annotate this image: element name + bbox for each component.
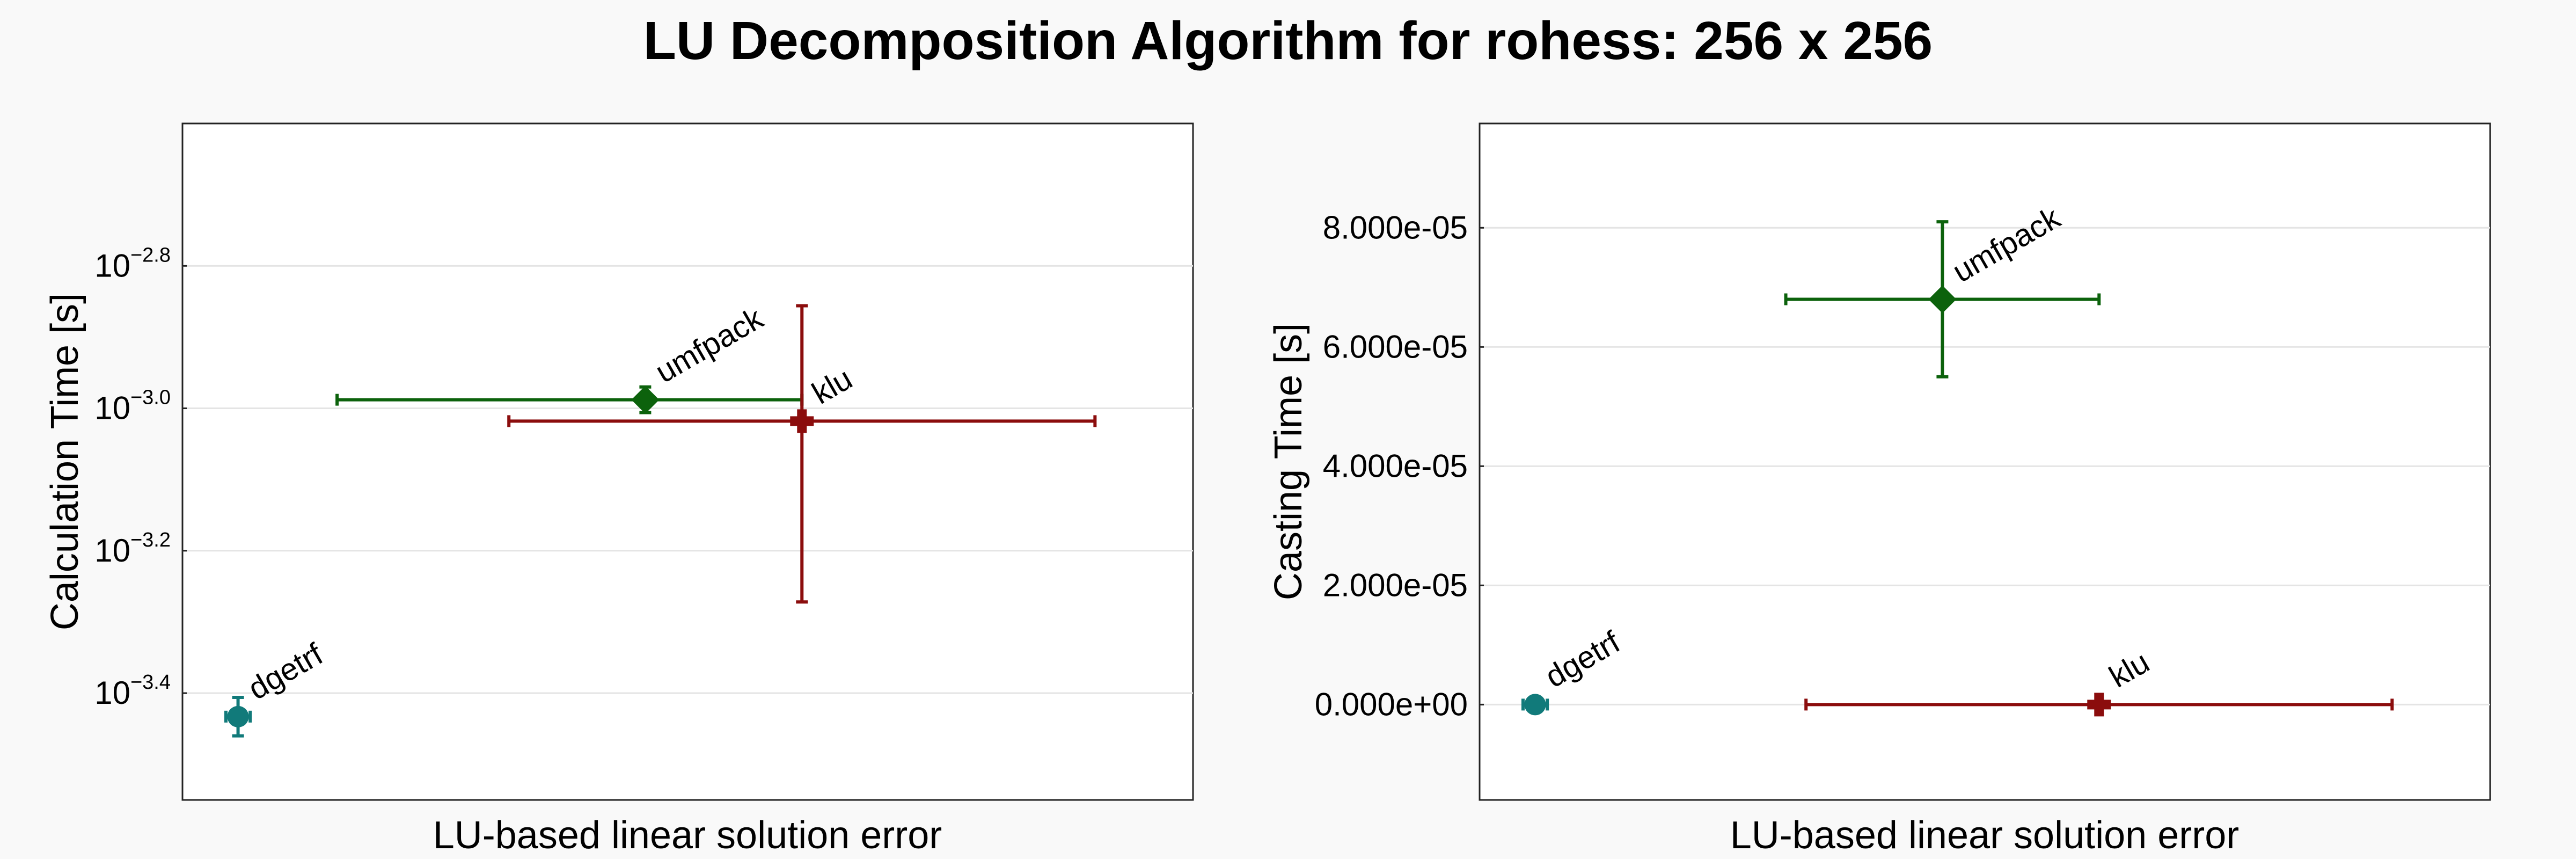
y-ticks: 0.000e+00 2.000e-05 4.000e-05 6.000e-05 8.00… (1315, 209, 1484, 722)
gridlines (182, 265, 1193, 694)
marker-cross (2087, 693, 2111, 717)
y-tick-label: 6.000e-05 (1323, 329, 1468, 365)
marker-diamond (631, 385, 660, 414)
plot-area-casting (1479, 122, 2491, 801)
plot-area-calculation (181, 122, 1194, 801)
marker-cross (790, 409, 814, 433)
y-ticks: 10−2.8 10−3.0 10−3.2 10−3.4 (94, 244, 187, 711)
y-tick-label: 10−3.0 (94, 387, 171, 426)
y-tick-label: 8.000e-05 (1323, 209, 1468, 245)
x-axis-label: LU-based linear solution error (1730, 814, 2239, 857)
casting-time-panel: 0.000e+00 2.000e-05 4.000e-05 6.000e-05 8.00… (1267, 122, 2491, 857)
marker-diamond (1928, 285, 1957, 314)
y-tick-label: 2.000e-05 (1323, 567, 1468, 603)
y-tick-label: 0.000e+00 (1315, 686, 1468, 722)
figure-title: LU Decomposition Algorithm for rohess: 2… (643, 11, 1933, 71)
y-tick-label: 10−3.2 (94, 529, 171, 569)
marker-circle (227, 705, 249, 727)
y-tick-label: 10−2.8 (94, 244, 171, 283)
x-axis-label: LU-based linear solution error (433, 814, 942, 857)
gridlines (1480, 227, 2490, 705)
marker-circle (1524, 694, 1546, 716)
y-tick-label: 4.000e-05 (1323, 448, 1468, 484)
y-tick-label: 10−3.4 (94, 671, 171, 711)
y-axis-label: Casting Time [s] (1267, 323, 1310, 600)
y-axis-label: Calculation Time [s] (43, 293, 86, 630)
